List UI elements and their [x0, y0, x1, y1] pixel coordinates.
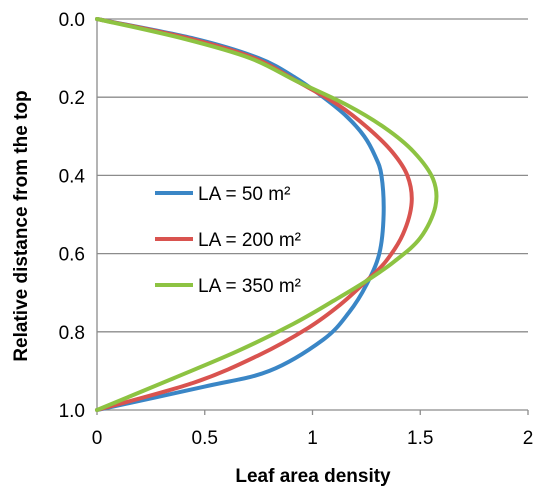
x-tick-label: 0.5 [192, 428, 218, 449]
series-line-3 [95, 17, 439, 412]
gridlines [97, 18, 528, 333]
legend-label-2: LA = 200 m² [198, 230, 301, 251]
x-tick-label: 2 [523, 428, 534, 449]
y-axis-title: Relative distance from the top [11, 90, 32, 361]
y-tick-label: 0.6 [59, 245, 85, 266]
axes [96, 19, 529, 415]
legend-label-3: LA = 350 m² [198, 276, 301, 297]
x-axis-title: Leaf area density [235, 466, 391, 487]
tick-labels: 0.0 0.2 0.4 0.6 0.8 1.0 0 0.5 1 1.5 2 [59, 10, 534, 449]
series-lines [95, 17, 439, 412]
y-tick-label: 1.0 [59, 401, 85, 422]
legend-label-1: LA = 50 m² [198, 184, 290, 205]
x-tick-label: 0 [92, 428, 103, 449]
x-tick-label: 1 [307, 428, 318, 449]
y-tick-label: 0.2 [59, 88, 85, 109]
series-line-1 [95, 17, 386, 412]
y-tick-label: 0.0 [59, 10, 85, 31]
series-line-2 [95, 17, 414, 412]
x-tick-label: 1.5 [407, 428, 433, 449]
legend: LA = 50 m² LA = 200 m² LA = 350 m² [155, 184, 301, 297]
y-tick-label: 0.4 [59, 166, 86, 187]
y-tick-label: 0.8 [59, 323, 85, 344]
